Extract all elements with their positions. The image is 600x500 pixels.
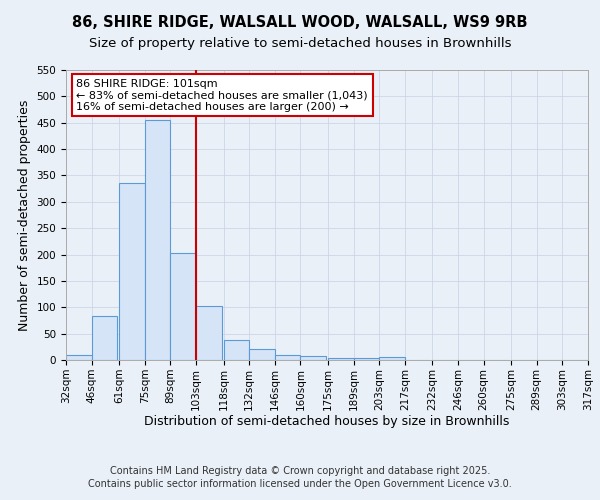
Text: Contains public sector information licensed under the Open Government Licence v3: Contains public sector information licen… [88,479,512,489]
Bar [66,354,92,360]
Bar [379,358,405,360]
Bar [92,316,117,360]
X-axis label: Distribution of semi-detached houses by size in Brownhills: Distribution of semi-detached houses by … [145,416,509,428]
Bar [249,350,275,360]
Text: Contains HM Land Registry data © Crown copyright and database right 2025.: Contains HM Land Registry data © Crown c… [110,466,490,476]
Bar [301,356,326,360]
Bar [224,340,249,360]
Bar [170,254,196,360]
Bar [353,358,379,360]
Bar [145,120,170,360]
Y-axis label: Number of semi-detached properties: Number of semi-detached properties [18,100,31,330]
Text: 86, SHIRE RIDGE, WALSALL WOOD, WALSALL, WS9 9RB: 86, SHIRE RIDGE, WALSALL WOOD, WALSALL, … [72,15,528,30]
Bar [275,354,301,360]
Text: Size of property relative to semi-detached houses in Brownhills: Size of property relative to semi-detach… [89,38,511,51]
Bar [196,306,221,360]
Text: 86 SHIRE RIDGE: 101sqm
← 83% of semi-detached houses are smaller (1,043)
16% of : 86 SHIRE RIDGE: 101sqm ← 83% of semi-det… [76,78,368,112]
Bar [119,184,145,360]
Bar [328,358,353,360]
